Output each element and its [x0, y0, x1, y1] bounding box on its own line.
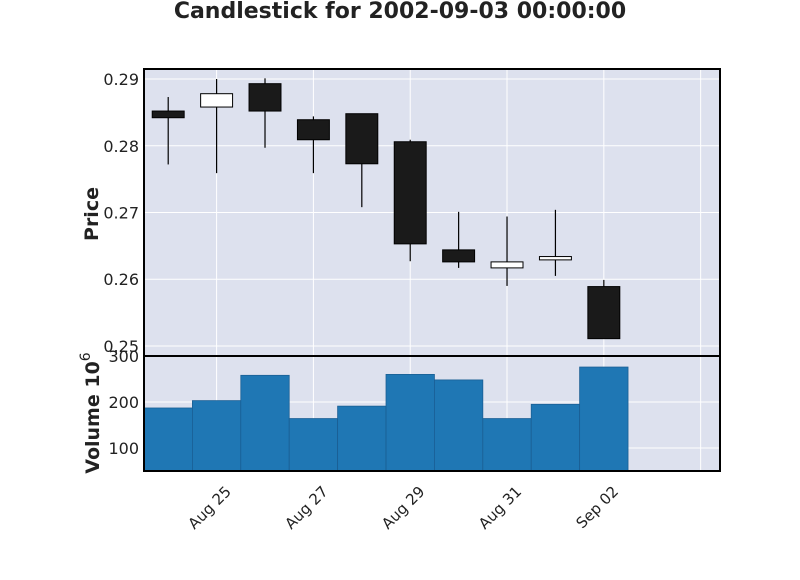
candlesticks	[151, 78, 621, 340]
candle-body	[151, 110, 185, 119]
candle-body	[538, 256, 572, 261]
candle-body	[442, 249, 476, 263]
volume-axis-label-text: Volume 10	[82, 361, 104, 474]
x-tick-label: Aug 31	[475, 483, 525, 533]
candle-body	[490, 261, 524, 269]
volume-bar	[579, 366, 629, 472]
volume-bar	[143, 407, 193, 472]
price-tick-label: 0.27	[103, 204, 139, 223]
volume-tick-label: 100	[108, 439, 139, 458]
candle-body	[296, 119, 330, 141]
candle-body	[200, 93, 234, 108]
price-tick-label: 0.28	[103, 137, 139, 156]
price-tick-label: 0.25	[103, 337, 139, 356]
volume-bar	[434, 379, 484, 472]
volume-bar	[337, 405, 387, 472]
volume-axis-label: Volume 106	[78, 352, 104, 474]
volume-bar	[385, 373, 435, 472]
candle-body	[393, 141, 427, 245]
volume-tick-label: 300	[108, 347, 139, 366]
candle-body	[248, 83, 282, 112]
price-tick-label: 0.29	[103, 70, 139, 89]
price-y-ticks: 0.25 0.26 0.27 0.28 0.29	[103, 70, 139, 356]
chart-title: Candlestick for 2002-09-03 00:00:00	[174, 0, 626, 24]
x-tick-label: Aug 27	[281, 483, 331, 533]
volume-bar	[192, 400, 242, 472]
price-axis-label: Price	[81, 187, 103, 241]
volume-panel-frame	[143, 355, 721, 472]
volume-bar	[530, 403, 581, 472]
volume-bar	[482, 418, 532, 472]
volume-axis-label-exponent: 6	[78, 352, 94, 361]
price-tick-label: 0.26	[103, 270, 139, 289]
volume-bar	[288, 418, 339, 472]
candle-body	[587, 286, 621, 340]
volume-bars	[143, 366, 629, 472]
x-ticks: Aug 25 Aug 27 Aug 29 Aug 31 Sep 02	[185, 483, 623, 533]
x-tick-label: Sep 02	[572, 483, 622, 533]
x-tick-label: Aug 25	[185, 483, 235, 533]
x-tick-label: Aug 29	[378, 483, 428, 533]
volume-y-ticks: 100 200 300	[108, 347, 139, 458]
candle-body	[345, 113, 379, 165]
volume-tick-label: 200	[108, 393, 139, 412]
volume-bar	[240, 374, 290, 472]
